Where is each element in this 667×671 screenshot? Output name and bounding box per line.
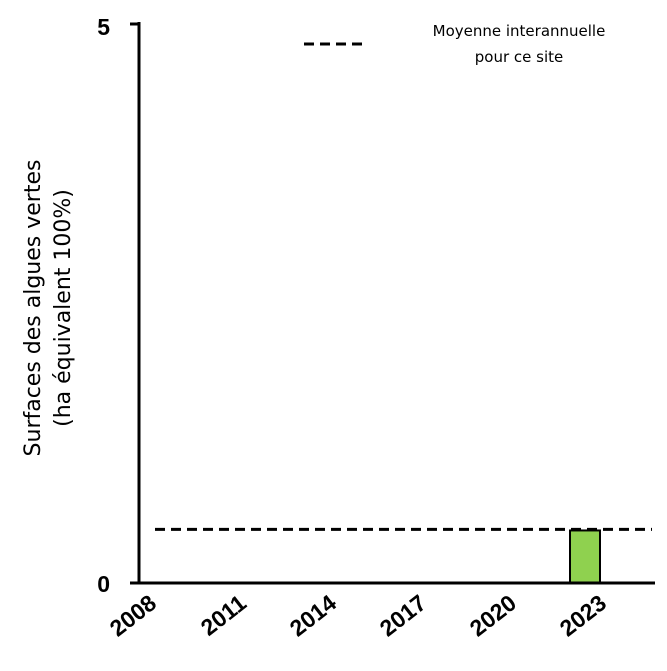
x-tick-label-2020: 2020 — [465, 589, 521, 641]
x-tick-label-2017: 2017 — [375, 589, 431, 641]
x-tick-label-2023: 2023 — [555, 589, 611, 641]
y-axis-label-line-2: (ha équivalent 100%) — [51, 189, 76, 427]
y-axis-label-line-1: Surfaces des algues vertes — [21, 160, 46, 457]
x-tick-label-2011: 2011 — [196, 589, 251, 640]
y-tick-label-min: 0 — [97, 571, 110, 597]
legend-label-line-2: pour ce site — [475, 48, 563, 66]
y-tick-label-max: 5 — [97, 14, 110, 40]
bar-2022 — [569, 529, 601, 584]
x-tick-labels: 2008 2011 2014 2017 2020 2023 — [105, 589, 611, 641]
bars-group — [569, 529, 601, 584]
x-tick-label-2008: 2008 — [105, 589, 161, 641]
legend-label-line-1: Moyenne interannuelle — [433, 22, 606, 40]
x-tick-label-2014: 2014 — [285, 589, 341, 641]
